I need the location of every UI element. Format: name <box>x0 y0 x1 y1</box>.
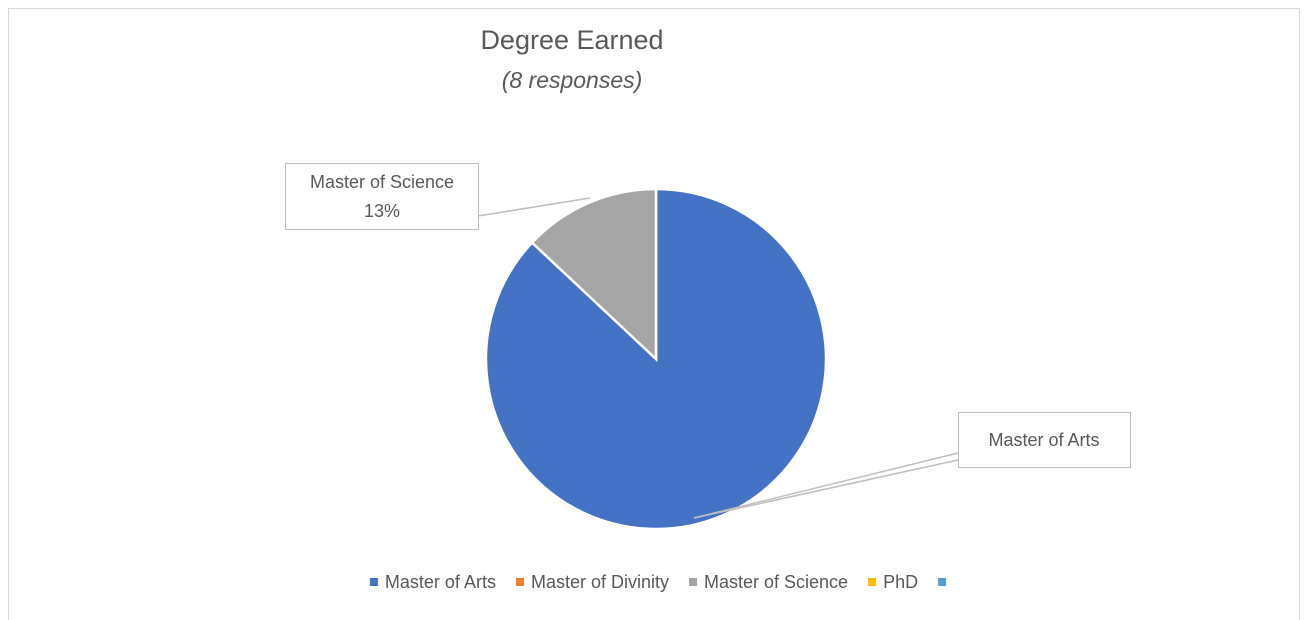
leader-line <box>477 197 591 217</box>
chart-subtitle: (8 responses) <box>502 67 643 93</box>
data-label: Master of Arts <box>988 430 1099 450</box>
leader-line <box>693 452 959 519</box>
pie-slice <box>484 187 828 531</box>
legend-marker <box>868 578 877 586</box>
legend-label: Master of Science <box>704 572 848 592</box>
pie-slice <box>530 187 658 362</box>
legend-label: PhD <box>883 572 918 592</box>
chart-title: Degree Earned <box>480 25 663 55</box>
legend-label: Master of Divinity <box>531 572 669 592</box>
legend-marker <box>515 578 524 586</box>
data-label: 13% <box>364 201 400 221</box>
leader-line <box>693 459 959 519</box>
legend-marker <box>369 578 378 586</box>
data-label-box <box>958 412 1131 468</box>
legend-label: Master of Arts <box>385 572 496 592</box>
legend-marker <box>689 578 698 586</box>
data-label-box <box>285 163 479 230</box>
legend-marker <box>938 578 947 586</box>
data-label: Master of Science <box>310 172 454 192</box>
pie <box>484 187 828 531</box>
legend: Master of Arts Master of Divinity Master o… <box>369 572 947 592</box>
